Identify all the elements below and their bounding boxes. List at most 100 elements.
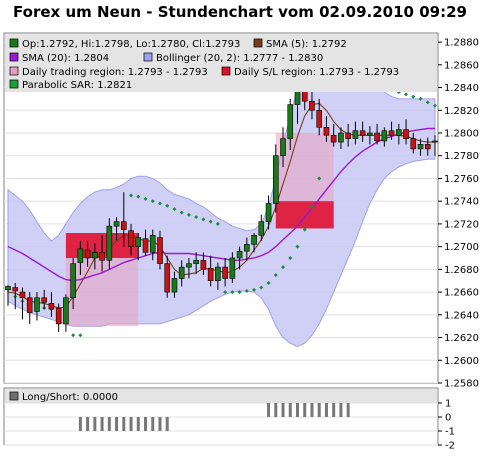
candle-body (149, 234, 156, 253)
candle-body (186, 263, 192, 268)
candle-body (48, 303, 55, 310)
candle-body (403, 129, 409, 139)
psar-dot (143, 196, 148, 201)
candle-body (432, 140, 438, 143)
candle-body (106, 225, 113, 261)
indicator-bar (136, 417, 140, 431)
indicator-bar (151, 417, 155, 431)
candle-body (19, 291, 26, 299)
candle-body (84, 249, 91, 259)
indicator-bar (274, 403, 278, 417)
indicator-bar (339, 403, 343, 417)
candle-body (330, 134, 337, 143)
legend-ohlc-text: Op:1.2792, Hi:1.2798, Lo:1.2780, Cl:1.27… (22, 39, 240, 50)
psar-dot (136, 194, 141, 199)
candle-body (120, 221, 127, 230)
y-tick-label: 1.2660 (444, 288, 479, 299)
legend-sma5-text: SMA (5): 1.2792 (266, 39, 347, 50)
y-tick-label: 1.2840 (444, 83, 479, 94)
candle-body (26, 297, 33, 313)
candle-body (381, 130, 388, 142)
y-tick-label: 1.2600 (444, 356, 479, 367)
candle-body (359, 130, 366, 136)
candle-body (5, 286, 11, 291)
daily-sl-region (275, 201, 334, 229)
psar-dot (201, 217, 206, 222)
legend: Op:1.2792, Hi:1.2798, Lo:1.2780, Cl:1.27… (9, 38, 399, 91)
psar-dot (71, 333, 76, 338)
indicator-bar (303, 403, 307, 417)
psar-dot (237, 290, 242, 295)
y-tick-label: 1.2640 (444, 310, 479, 321)
indicator-y-axis: 1 0 -1 -2 (438, 399, 455, 452)
indicator-bar (129, 417, 133, 431)
candle-body (352, 130, 359, 139)
indicator-legend-box (5, 389, 437, 403)
psar-dot (179, 210, 184, 215)
psar-dot (244, 288, 249, 293)
candle-body (251, 234, 257, 245)
y-tick-label: 1.2780 (444, 151, 479, 162)
psar-dot (165, 203, 170, 208)
y-tick-label: 1.2740 (444, 197, 479, 208)
y-tick-label: 1.2820 (444, 106, 479, 117)
y-tick-label: 1.2620 (444, 333, 479, 344)
psar-dot (425, 100, 430, 105)
candle-body (99, 252, 105, 261)
candle-body (135, 237, 142, 247)
y-tick-label: 1.2860 (444, 60, 479, 71)
candle-body (193, 259, 199, 264)
chart-title: Forex um Neun - Stundenchart vom 02.09.2… (13, 3, 467, 21)
y-tick-label: 1.2760 (444, 174, 479, 185)
candle-body (92, 252, 98, 259)
psar-dot (215, 221, 220, 226)
candle-body (215, 266, 221, 282)
indicator-bar (310, 403, 314, 417)
psar-dot (223, 290, 228, 295)
indicator-bar (317, 403, 321, 417)
candle-body (396, 129, 402, 136)
psar-dot (295, 244, 300, 249)
psar-dot (317, 176, 322, 181)
indicator-tick-label: -1 (445, 427, 455, 438)
legend-sma20-swatch (9, 52, 19, 62)
legend-psar-swatch (9, 79, 19, 89)
indicator-bar (158, 417, 162, 431)
candle-body (258, 221, 265, 236)
candle-body (272, 155, 279, 204)
legend-bollinger-swatch (143, 52, 153, 62)
indicator-legend-swatch (9, 391, 19, 401)
candle-body (287, 104, 294, 139)
psar-dot (129, 193, 134, 198)
candle-body (265, 203, 272, 222)
legend-psar-text: Parabolic SAR: 1.2821 (22, 80, 132, 91)
legend-ohlc-swatch (9, 38, 19, 48)
candle-body (244, 244, 250, 252)
candle-body (128, 230, 134, 247)
legend-box (5, 34, 437, 92)
indicator-bar (107, 417, 111, 431)
candle-body (222, 266, 228, 279)
y-tick-label: 1.2580 (444, 379, 479, 390)
y-axis: 1.2580 1.2600 1.2620 1.2640 1.2660 1.2680 1.27… (438, 38, 479, 390)
candle-body (417, 144, 424, 150)
psar-dot (230, 290, 235, 295)
y-tick-label: 1.2700 (444, 242, 479, 253)
candle-body (323, 127, 330, 136)
candle-body (374, 132, 380, 142)
candle-body (70, 263, 76, 299)
candle-body (236, 250, 243, 259)
psar-dot (302, 227, 307, 232)
y-tick-label: 1.2880 (444, 38, 479, 49)
legend-sma5-swatch (253, 38, 263, 48)
candle-body (34, 297, 40, 312)
candle-body (280, 138, 286, 157)
indicator-bar (78, 417, 82, 431)
candle-body (410, 138, 417, 150)
indicator-tick-label: 0 (445, 413, 451, 424)
candle-body (171, 278, 178, 293)
psar-dot (186, 212, 191, 217)
candle-body (41, 297, 47, 303)
candle-body (77, 248, 84, 263)
